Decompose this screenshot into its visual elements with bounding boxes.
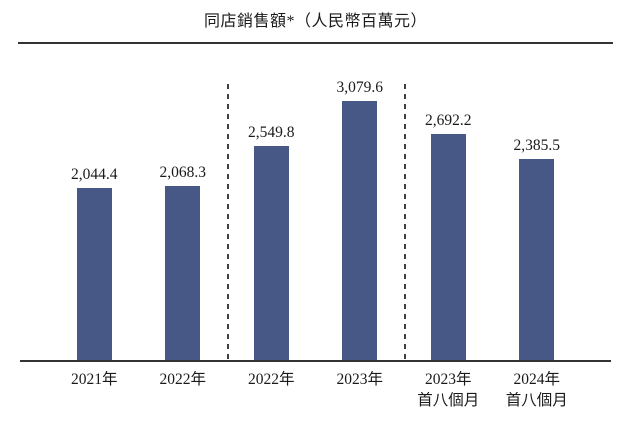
bar-column-2024-8m: 2,385.5 bbox=[493, 44, 582, 360]
x-label: 2022年 bbox=[139, 362, 228, 411]
x-label-line1: 2023年 bbox=[424, 371, 472, 388]
x-label-line1: 2023年 bbox=[336, 371, 383, 388]
value-label: 2,549.8 bbox=[248, 123, 295, 141]
value-label: 2,044.4 bbox=[71, 166, 118, 184]
bar-column-2023: 3,079.6 bbox=[316, 44, 405, 360]
bar bbox=[430, 133, 466, 360]
x-label-line2: 首八個月 bbox=[417, 392, 480, 409]
bar-column-2021: 2,044.4 bbox=[50, 44, 139, 360]
x-label: 2024年 首八個月 bbox=[493, 362, 582, 411]
separator-dashed-line-2 bbox=[404, 84, 407, 360]
separator-dashed-line-1 bbox=[227, 84, 230, 360]
value-label: 2,385.5 bbox=[513, 137, 561, 155]
x-label: 2023年 bbox=[316, 362, 405, 411]
x-axis-labels: 2021年 2022年 2022年 2023年 2023年 首八個月 2024年… bbox=[20, 362, 611, 411]
bar bbox=[342, 101, 378, 360]
bar-column-2022a: 2,068.3 bbox=[139, 44, 228, 360]
bar bbox=[519, 159, 555, 360]
title-divider-line bbox=[18, 42, 613, 44]
value-label: 2,068.3 bbox=[159, 164, 207, 182]
bar bbox=[253, 145, 289, 360]
bar-column-2022b: 2,549.8 bbox=[227, 44, 316, 360]
bar-column-2023-8m: 2,692.2 bbox=[404, 44, 493, 360]
x-label-line1: 2021年 bbox=[70, 371, 118, 388]
bar bbox=[76, 188, 112, 360]
value-label: 3,079.6 bbox=[336, 79, 384, 96]
x-label-line1: 2022年 bbox=[247, 371, 295, 388]
x-label-line1: 2022年 bbox=[159, 371, 206, 388]
x-label-line1: 2024年 bbox=[513, 371, 560, 388]
x-label: 2022年 bbox=[227, 362, 316, 411]
x-label: 2021年 bbox=[50, 362, 139, 411]
x-label-line2: 首八個月 bbox=[505, 392, 568, 409]
chart-plot-area: 2,044.4 2,068.3 2,549.8 3,079.6 2,692.2 … bbox=[20, 44, 611, 362]
value-label: 2,692.2 bbox=[425, 111, 472, 129]
chart-title: 同店銷售額*（人民幣百萬元） bbox=[203, 13, 427, 30]
bar bbox=[165, 186, 201, 360]
x-label: 2023年 首八個月 bbox=[404, 362, 493, 411]
